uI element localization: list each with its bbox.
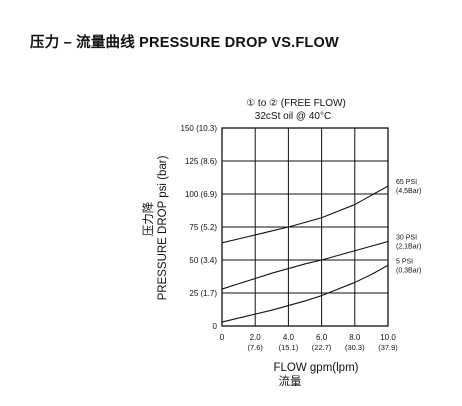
- plot-frame: [221, 127, 389, 327]
- x-tick-label: 8.0: [349, 333, 361, 342]
- y-tick-label: 50 (3.4): [189, 256, 217, 265]
- x-tick-label: 2.0: [250, 333, 262, 342]
- x-tick-sublabel: (30.3): [345, 343, 365, 352]
- y-axis-ticks: 0 25 (1.7) 50 (3.4) 75 (5.2) 100 (6.9) 125 (8…: [181, 124, 218, 331]
- chart-title: ① to ② (FREE FLOW): [246, 98, 346, 109]
- y-tick-label: 150 (10.3): [181, 124, 218, 133]
- x-axis-title: FLOW gpm(lpm): [274, 362, 359, 374]
- chart-subtitle: 32cSt oil @ 40°C: [255, 111, 331, 122]
- series-line-1: [221, 185, 389, 244]
- y-axis-title: PRESSURE DROP psi (bar): [157, 155, 169, 300]
- x-tick-label: 4.0: [283, 333, 295, 342]
- page-title: 压力 – 流量曲线 PRESSURE DROP VS.FLOW: [30, 35, 339, 51]
- x-tick-sublabel: (15.1): [279, 343, 299, 352]
- y-tick-label: 75 (5.2): [189, 223, 217, 232]
- series-label: 65 PSI: [396, 179, 417, 186]
- series-label-sub: (2,1Bar): [396, 244, 421, 251]
- x-tick-label: 0: [220, 333, 225, 342]
- series-label: 30 PSI: [396, 235, 417, 242]
- grid: [221, 127, 389, 327]
- y-tick-label: 125 (8.6): [185, 157, 217, 166]
- x-axis-ticks: 0 2.0(7.6) 4.0(15.1) 6.0(22.7) 8.0(30.3) 10.0…: [220, 333, 399, 352]
- x-tick-label: 10.0: [380, 333, 396, 342]
- series-lines: [221, 185, 389, 323]
- x-tick-sublabel: (7.6): [247, 343, 263, 352]
- y-tick-label: 25 (1.7): [189, 289, 217, 298]
- series-label: 5 PSI: [396, 258, 413, 265]
- series-labels: 65 PSI (4,5Bar) 30 PSI (2,1Bar) 5 PSI (0,3Bar…: [396, 179, 421, 274]
- x-tick-label: 6.0: [316, 333, 328, 342]
- y-axis-title-cn: 压力降: [141, 201, 155, 236]
- series-label-sub: (0,3Bar): [396, 267, 421, 274]
- series-line-3: [221, 264, 389, 323]
- series-label-sub: (4,5Bar): [396, 188, 421, 195]
- series-line-2: [221, 240, 389, 290]
- x-axis-title-cn: 流量: [279, 374, 302, 388]
- y-tick-label: 0: [213, 322, 218, 331]
- y-tick-label: 100 (6.9): [185, 190, 217, 199]
- x-tick-sublabel: (37.9): [378, 343, 398, 352]
- x-tick-sublabel: (22.7): [312, 343, 332, 352]
